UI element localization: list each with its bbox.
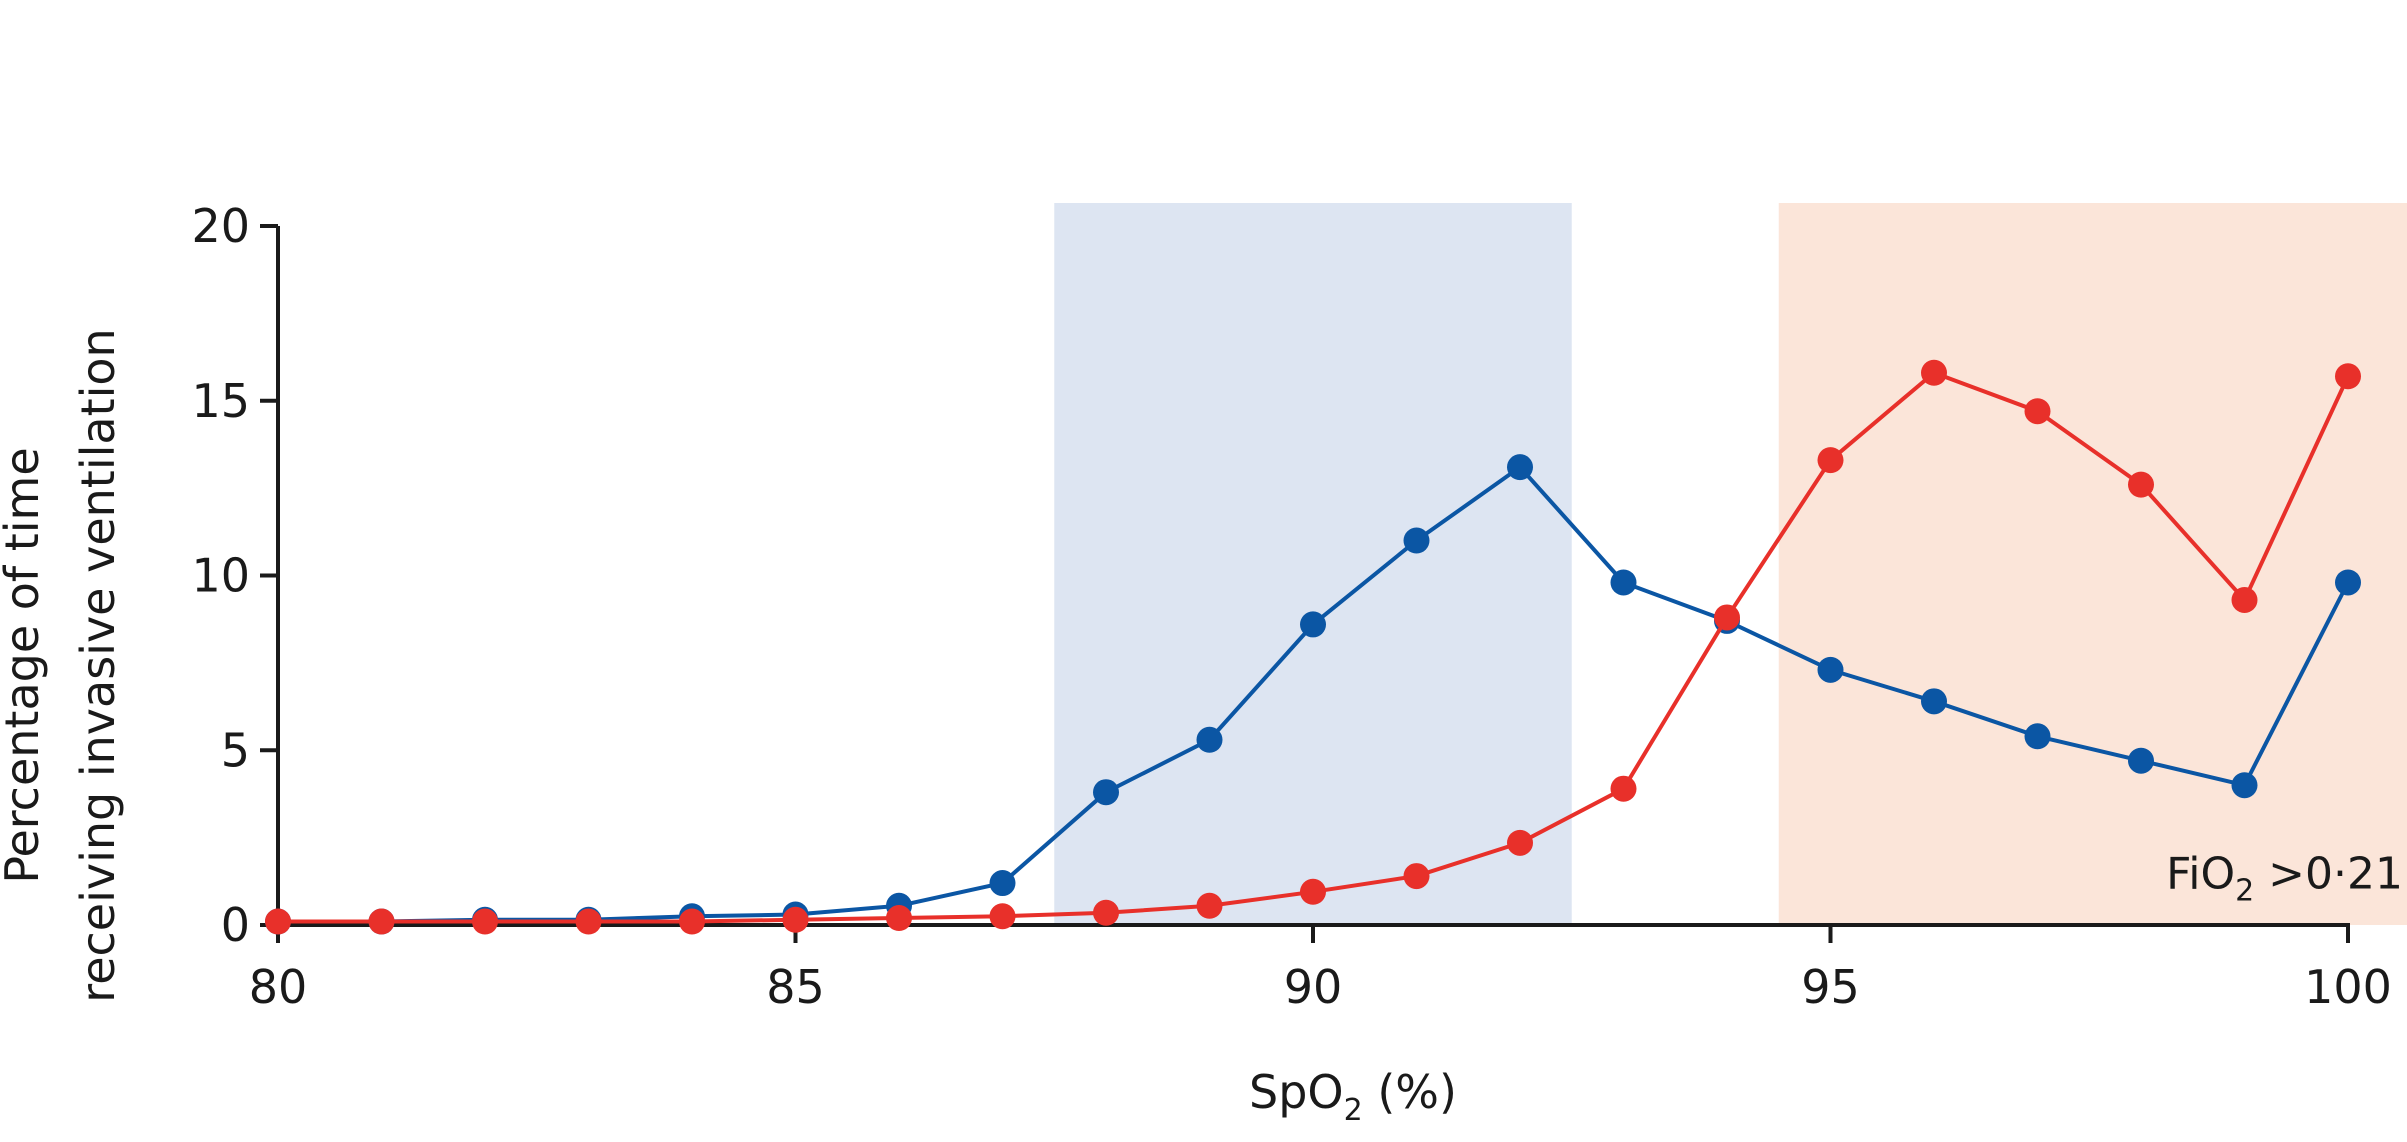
- series-2-point-94: [1714, 604, 1740, 631]
- series-2-point-85: [782, 906, 809, 933]
- series-2-point-82: [472, 908, 498, 935]
- y-axis-title-line-2: receiving invasive ventilation: [71, 328, 125, 1002]
- series-2-point-81: [368, 908, 395, 935]
- y-tick-label-0: 0: [221, 898, 250, 952]
- series-1-point-99: [2231, 772, 2258, 799]
- series-1-point-91: [1403, 527, 1430, 554]
- y-axis-title-line-1: Percentage of time: [0, 447, 49, 883]
- series-1-point-100: [2335, 569, 2361, 596]
- series-1-point-88: [1093, 779, 1119, 806]
- shaded-region-1: [1054, 203, 1572, 925]
- x-tick-label-85: 85: [766, 960, 825, 1014]
- x-axis-title: SpO2 (%): [1249, 1065, 1457, 1128]
- series-2-point-92: [1507, 829, 1533, 856]
- x-tick-label-95: 95: [1801, 960, 1860, 1014]
- shaded-region-2: [1778, 203, 2407, 925]
- x-tick-label-90: 90: [1284, 960, 1343, 1014]
- series-2-point-88: [1093, 899, 1119, 926]
- series-2-point-91: [1403, 863, 1430, 890]
- series-1-point-97: [2024, 723, 2051, 750]
- series-2-point-80: [265, 908, 291, 935]
- shaded-regions: [1054, 203, 2407, 925]
- y-tick-label-10: 10: [191, 549, 250, 603]
- series-2-point-96: [1921, 359, 1947, 386]
- series-2-point-83: [575, 908, 602, 935]
- data-series: [265, 359, 2361, 935]
- series-1-point-98: [2128, 747, 2154, 774]
- series-2: [265, 359, 2361, 935]
- series-2-point-84: [679, 908, 705, 935]
- series-2-point-98: [2128, 471, 2154, 498]
- y-tick-label-5: 5: [221, 723, 250, 777]
- series-1-point-89: [1196, 726, 1223, 753]
- y-tick-label-15: 15: [191, 374, 250, 428]
- series-1-point-87: [989, 870, 1016, 897]
- x-tick-label-80: 80: [249, 960, 308, 1014]
- series-2-point-97: [2024, 398, 2051, 425]
- series-2-point-86: [886, 905, 912, 932]
- series-2-point-95: [1817, 447, 1844, 474]
- series-1-point-90: [1300, 611, 1326, 638]
- series-1-point-92: [1507, 454, 1533, 481]
- labels: SpO2 (%) Percentage of time receiving inva…: [0, 328, 2403, 1128]
- series-2-point-89: [1196, 892, 1223, 919]
- series-2-point-93: [1610, 775, 1637, 802]
- series-2-point-90: [1300, 878, 1326, 905]
- fio2-annotation: FiO2 >0·21: [2166, 849, 2403, 909]
- x-tick-label-100: 100: [2304, 960, 2392, 1014]
- series-1-point-95: [1817, 656, 1844, 683]
- series-2-point-87: [989, 903, 1016, 930]
- series-1-point-96: [1921, 688, 1947, 715]
- series-2-point-100: [2335, 363, 2361, 390]
- series-1-point-93: [1610, 569, 1637, 596]
- y-tick-label-20: 20: [191, 199, 250, 253]
- axes: 0 5 10 15 20 80 85 90 95 100: [191, 199, 2391, 1014]
- series-2-point-99: [2231, 586, 2258, 613]
